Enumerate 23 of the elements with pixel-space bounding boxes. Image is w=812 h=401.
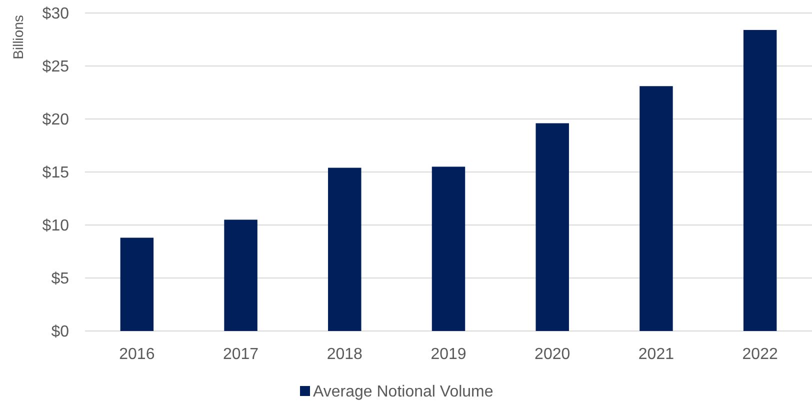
y-tick-label: $15 (42, 164, 70, 182)
bar (743, 30, 777, 331)
x-tick-label: 2022 (742, 346, 778, 363)
bar (224, 220, 258, 331)
x-tick-label: 2019 (430, 346, 466, 363)
y-axis-title: Billions (10, 15, 26, 60)
y-tick-label: $30 (42, 6, 70, 23)
y-tick-label: $5 (51, 270, 70, 288)
y-tick-label: $10 (42, 218, 70, 235)
x-tick-label: 2016 (119, 346, 155, 363)
bar (120, 238, 154, 331)
bar (536, 123, 569, 331)
y-tick-label: $25 (42, 58, 70, 76)
y-tick-label: $0 (51, 324, 70, 341)
bar (328, 168, 362, 331)
y-tick-label: $20 (42, 112, 70, 129)
x-tick-label: 2018 (326, 346, 363, 363)
bar (432, 166, 466, 331)
x-tick-label: 2017 (222, 346, 259, 363)
x-tick-label: 2021 (638, 346, 674, 363)
bar (640, 86, 673, 331)
legend-label: Average Notional Volume (313, 384, 494, 401)
x-tick-label: 2020 (534, 346, 570, 363)
